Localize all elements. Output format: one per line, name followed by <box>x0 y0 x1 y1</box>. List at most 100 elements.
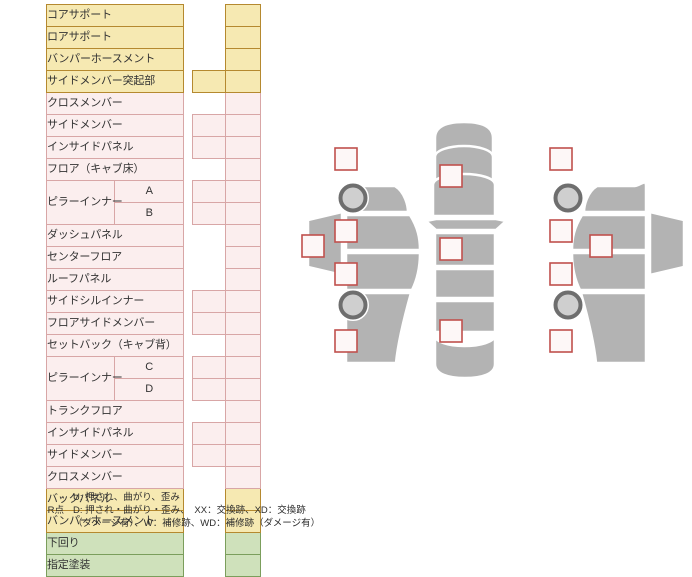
column-gap <box>183 467 192 489</box>
column-gap <box>183 401 192 423</box>
damage-cell[interactable] <box>191 444 227 467</box>
damage-cell[interactable] <box>191 290 227 313</box>
table-row: インサイドパネル <box>46 136 261 159</box>
damage-cell[interactable] <box>225 26 261 49</box>
damage-cell-empty[interactable] <box>192 467 226 489</box>
column-gap <box>183 357 192 379</box>
damage-cell-empty[interactable] <box>192 401 226 423</box>
column-gap <box>183 225 192 247</box>
damage-cell[interactable] <box>225 114 261 137</box>
row-label: サイドシルインナー <box>46 290 184 313</box>
damage-cell[interactable] <box>225 378 261 401</box>
column-gap <box>183 181 192 203</box>
right-rear-wheel[interactable] <box>552 289 584 321</box>
damage-cell[interactable] <box>225 488 261 511</box>
damage-cell[interactable] <box>225 422 261 445</box>
row-label: コアサポート <box>46 4 184 27</box>
damage-cell-empty[interactable] <box>192 533 226 555</box>
damage-cell[interactable] <box>225 554 261 577</box>
damage-cell[interactable] <box>225 268 261 291</box>
table-row: フロア（キャブ床） <box>46 158 261 181</box>
damage-cell[interactable] <box>191 180 227 203</box>
inspection-marker-right-front-door[interactable] <box>549 219 573 243</box>
table-row: バックパネル <box>46 488 261 511</box>
inspection-marker-roof-front[interactable] <box>439 164 463 188</box>
damage-cell[interactable] <box>225 532 261 555</box>
damage-cell[interactable] <box>225 246 261 269</box>
inspection-marker-right-rear-quarter[interactable] <box>549 329 573 353</box>
inspection-marker-right-front-fender[interactable] <box>549 147 573 171</box>
damage-cell[interactable] <box>191 136 227 159</box>
right-front-wheel[interactable] <box>552 182 584 214</box>
inspection-marker-roof-center[interactable] <box>439 237 463 261</box>
damage-cell-empty[interactable] <box>192 555 226 577</box>
damage-cell-empty[interactable] <box>192 269 226 291</box>
damage-cell[interactable] <box>225 70 261 93</box>
damage-cell-empty[interactable] <box>192 247 226 269</box>
table-row: セットバック（キャブ背） <box>46 334 261 357</box>
damage-cell[interactable] <box>225 4 261 27</box>
row-label: インサイドパネル <box>46 422 184 445</box>
left-rear-wheel[interactable] <box>337 289 369 321</box>
legend-value: U: 押され、曲がり、歪み <box>73 492 180 503</box>
right-mirror-panel <box>648 210 686 277</box>
damage-cell-empty[interactable] <box>192 335 226 357</box>
damage-cell[interactable] <box>225 312 261 335</box>
inspection-marker-left-mirror[interactable] <box>301 234 325 258</box>
table-row: サイドメンバー <box>46 114 261 137</box>
damage-cell[interactable] <box>225 334 261 357</box>
damage-cell[interactable] <box>225 136 261 159</box>
inspection-marker-left-front-door[interactable] <box>334 219 358 243</box>
inspection-marker-left-rear-door[interactable] <box>334 262 358 286</box>
row-label: バンパーホースメント <box>46 48 184 71</box>
table-row: ダッシュパネル <box>46 224 261 247</box>
damage-cell-empty[interactable] <box>192 225 226 247</box>
right-rear-door-panel <box>570 251 648 292</box>
damage-cell[interactable] <box>225 224 261 247</box>
table-row: ピラーインナー C <box>45 356 261 401</box>
damage-cell[interactable] <box>225 48 261 71</box>
row-label: セットバック（キャブ背） <box>46 334 184 357</box>
damage-cell[interactable] <box>191 114 227 137</box>
damage-cell[interactable] <box>191 422 227 445</box>
column-gap <box>183 445 192 467</box>
row-sublabel: C <box>114 356 184 379</box>
wheel-ring-icon <box>338 290 368 320</box>
damage-cell[interactable] <box>225 180 261 203</box>
damage-cell-empty[interactable] <box>192 49 226 71</box>
damage-cell[interactable] <box>191 378 227 401</box>
damage-cell[interactable] <box>225 202 261 225</box>
column-gap <box>183 555 192 577</box>
row-label: ピラーインナー <box>45 356 123 401</box>
inspection-marker-left-rear-quarter[interactable] <box>334 329 358 353</box>
damage-cell[interactable] <box>225 290 261 313</box>
damage-cell[interactable] <box>191 202 227 225</box>
inspection-marker-right-mirror[interactable] <box>589 234 613 258</box>
row-label: ロアサポート <box>46 26 184 49</box>
damage-cell-empty[interactable] <box>192 5 226 27</box>
damage-cell-empty[interactable] <box>192 159 226 181</box>
table-row: 指定塗装 <box>46 554 261 577</box>
damage-cell[interactable] <box>225 356 261 379</box>
damage-cell[interactable] <box>225 92 261 115</box>
left-front-wheel[interactable] <box>337 182 369 214</box>
damage-cell[interactable] <box>225 510 261 533</box>
damage-cell[interactable] <box>191 312 227 335</box>
column-gap <box>183 313 192 335</box>
row-label: バックパネル <box>46 488 184 511</box>
legend: - U: 押され、曲がり、歪み R点 D: 押され・曲がり・歪み、 XX：交換跡… <box>22 491 442 530</box>
damage-cell[interactable] <box>191 356 227 379</box>
inspection-marker-right-rear-door[interactable] <box>549 262 573 286</box>
damage-cell[interactable] <box>225 400 261 423</box>
damage-cell-empty[interactable] <box>192 27 226 49</box>
damage-cell-empty[interactable] <box>192 93 226 115</box>
inspection-marker-roof-rear[interactable] <box>439 319 463 343</box>
damage-cell[interactable] <box>225 444 261 467</box>
row-label: ルーフパネル <box>46 268 184 291</box>
damage-cell[interactable] <box>225 466 261 489</box>
row-label: 指定塗装 <box>46 554 184 577</box>
damage-cell[interactable] <box>191 70 227 93</box>
inspection-marker-left-front-fender[interactable] <box>334 147 358 171</box>
damage-cell[interactable] <box>225 158 261 181</box>
wheel-ring-icon <box>553 290 583 320</box>
